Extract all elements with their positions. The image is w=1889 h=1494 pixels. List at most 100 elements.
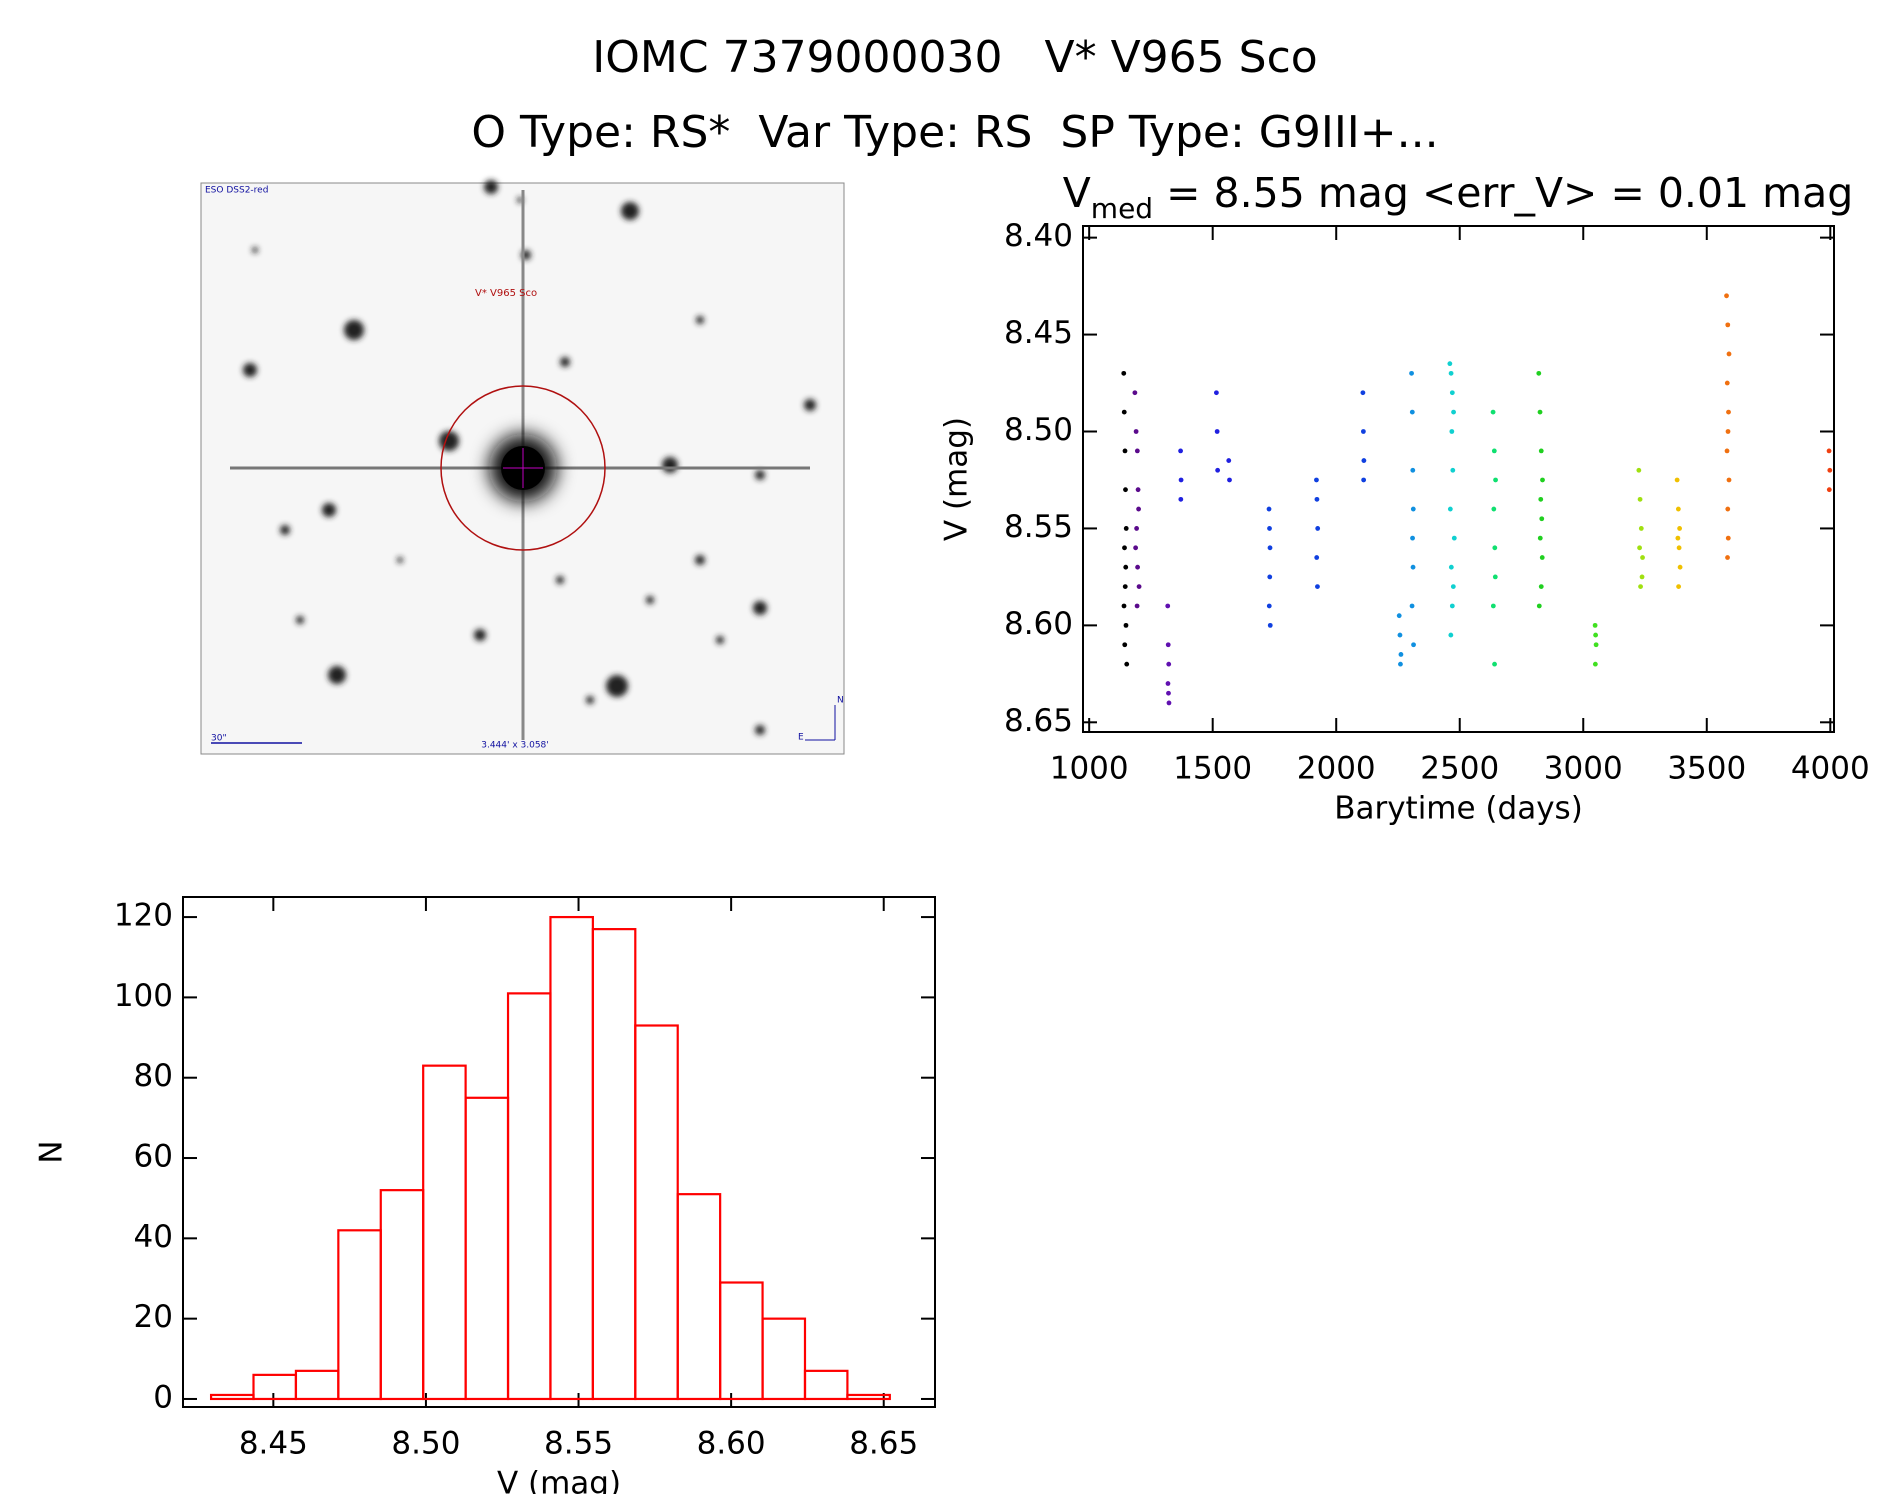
y-tick-label: 8.45 — [1004, 315, 1073, 351]
data-point — [1215, 467, 1221, 473]
data-point — [1593, 632, 1599, 638]
y-tick-label: 20 — [134, 1299, 173, 1335]
data-point — [1536, 603, 1542, 609]
plot-frame — [1082, 225, 1835, 733]
data-point — [1122, 642, 1128, 648]
histogram-bar — [209, 1393, 255, 1401]
data-point — [1725, 322, 1731, 328]
data-point — [1637, 496, 1643, 502]
histogram-bar — [549, 915, 594, 1401]
data-point — [1165, 642, 1171, 648]
data-point — [1724, 380, 1730, 386]
scale-label: 30" — [211, 734, 227, 744]
data-point — [1725, 535, 1731, 541]
x-axis-label: Barytime (days) — [1334, 791, 1583, 827]
survey-label: ESO DSS2-red — [205, 186, 268, 196]
data-point — [1226, 458, 1232, 463]
y-tick-label: 8.65 — [1004, 703, 1073, 739]
data-point — [1539, 555, 1545, 560]
data-point — [1361, 477, 1367, 483]
title-part: V — [1063, 169, 1091, 217]
data-point — [1538, 584, 1544, 589]
data-point — [1166, 700, 1172, 706]
data-point — [1397, 632, 1403, 638]
chart-title: Vmed = 8.55 mag <err_V> = 0.01 mag — [1063, 169, 1854, 225]
data-point — [1451, 409, 1456, 415]
data-point — [1132, 390, 1138, 396]
data-point — [1640, 555, 1645, 560]
data-point — [1398, 661, 1403, 667]
data-point — [1121, 409, 1127, 415]
data-point — [1450, 467, 1456, 473]
data-point — [1178, 448, 1183, 454]
data-point — [1492, 545, 1498, 551]
y-tick-label: 100 — [114, 978, 173, 1014]
y-tick-label: 80 — [134, 1058, 173, 1094]
x-tick-label: 8.60 — [697, 1426, 766, 1462]
data-point — [1398, 652, 1404, 657]
data-point — [1638, 584, 1643, 589]
data-point — [1315, 526, 1321, 531]
data-point — [1165, 603, 1171, 609]
x-tick-label: 2500 — [1420, 751, 1499, 787]
histogram-bar — [676, 1193, 722, 1401]
data-point — [1411, 642, 1416, 648]
data-point — [1214, 390, 1219, 396]
fov-label: 3.444' x 3.058' — [481, 741, 549, 751]
data-point — [1725, 429, 1731, 434]
data-point — [1134, 526, 1140, 531]
data-point — [1726, 351, 1732, 357]
page-subtitle: O Type: RS* Var Type: RS SP Type: G9III+… — [471, 107, 1438, 158]
y-tick-label: 8.40 — [1004, 218, 1073, 254]
data-point — [1676, 545, 1682, 551]
x-tick-label: 4000 — [1791, 751, 1870, 787]
data-point — [1409, 409, 1415, 415]
plot-frame — [182, 896, 936, 1408]
data-point — [1447, 506, 1453, 512]
histogram-bar — [252, 1373, 298, 1401]
data-point — [1121, 603, 1127, 609]
data-point — [1134, 603, 1140, 609]
data-point — [1396, 613, 1402, 619]
data-point — [1449, 390, 1455, 396]
data-point — [1725, 506, 1731, 512]
data-point — [1491, 506, 1497, 512]
data-point — [1726, 409, 1731, 415]
x-tick-label: 8.65 — [849, 1426, 918, 1462]
data-point — [1136, 506, 1141, 512]
data-point — [1593, 642, 1599, 648]
x-tick-label: 8.45 — [239, 1426, 308, 1462]
data-point — [1675, 535, 1681, 541]
y-tick-label: 8.55 — [1004, 509, 1073, 545]
data-point — [1491, 448, 1497, 454]
histogram-bar — [506, 992, 552, 1401]
data-point — [1178, 477, 1184, 483]
data-point — [1267, 526, 1272, 531]
data-point — [1451, 535, 1457, 541]
histogram-bar — [294, 1369, 340, 1401]
histogram-bar — [422, 1064, 467, 1401]
data-point — [1136, 584, 1142, 589]
data-point — [1540, 477, 1545, 483]
data-point — [1492, 661, 1497, 667]
data-point — [1537, 409, 1543, 415]
y-axis-label: N — [34, 1140, 70, 1163]
data-point — [1827, 467, 1833, 473]
data-point — [1133, 545, 1139, 551]
data-point — [1726, 477, 1732, 483]
data-point — [1178, 496, 1184, 502]
x-axis-label: V (mag) — [497, 1466, 621, 1494]
data-point — [1123, 487, 1128, 493]
data-point — [1448, 564, 1454, 570]
data-point — [1448, 632, 1454, 638]
data-point — [1677, 564, 1683, 570]
east-label: E — [798, 733, 804, 743]
data-point — [1536, 370, 1542, 376]
data-point — [1266, 603, 1272, 609]
data-point — [1135, 487, 1141, 493]
data-point — [1676, 584, 1682, 589]
data-point — [1409, 603, 1415, 609]
y-axis-label: V (mag) — [939, 417, 975, 541]
data-point — [1123, 564, 1129, 570]
